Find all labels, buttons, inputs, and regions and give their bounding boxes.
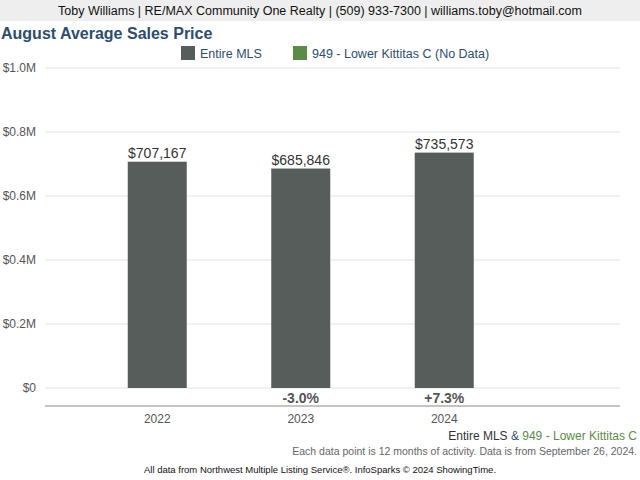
bar bbox=[271, 169, 330, 388]
y-tick-label: $1.0M bbox=[3, 61, 36, 75]
title: August Average Sales Price bbox=[1, 25, 212, 42]
change-label: -3.0% bbox=[282, 390, 319, 406]
data-label: $735,573 bbox=[415, 136, 474, 152]
bars bbox=[128, 153, 474, 388]
page: {"chart_data": { "type": "bar", "header"… bbox=[0, 0, 640, 480]
labels: $707,167 $685,846 $735,573 -3.0% +7.3% bbox=[128, 136, 474, 406]
y-tick-label: $0 bbox=[23, 381, 37, 395]
x-tick-label: 2022 bbox=[144, 412, 171, 426]
footer-legend-part: & bbox=[508, 429, 519, 443]
y-tick-label: $0.4M bbox=[3, 253, 36, 267]
footer-legend-part: Entire MLS bbox=[448, 429, 507, 443]
chart: Toby Williams | RE/MAX Community One Rea… bbox=[0, 0, 640, 480]
footer-legend: Entire MLS & 949 - Lower Kittitas C bbox=[448, 429, 637, 443]
legend-swatch bbox=[181, 46, 195, 60]
x-tick-label: 2023 bbox=[287, 412, 314, 426]
grid-line bbox=[45, 132, 620, 133]
x-tick-label: 2024 bbox=[431, 412, 458, 426]
change-label: +7.3% bbox=[424, 390, 465, 406]
bar bbox=[415, 153, 474, 388]
legend-swatch bbox=[293, 46, 307, 60]
x-axis bbox=[45, 406, 620, 407]
note: Each data point is 12 months of activity… bbox=[292, 445, 637, 457]
legend: Entire MLS 949 - Lower Kittitas C (No Dat… bbox=[181, 46, 489, 61]
y-tick-label: $0.8M bbox=[3, 125, 36, 139]
y-tick-label: $0.2M bbox=[3, 317, 36, 331]
legend-label: 949 - Lower Kittitas C (No Data) bbox=[312, 47, 489, 61]
data-label: $685,846 bbox=[272, 152, 331, 168]
header: Toby Williams | RE/MAX Community One Rea… bbox=[58, 4, 582, 18]
bar bbox=[128, 162, 187, 388]
header-bg bbox=[0, 0, 640, 21]
grid-line bbox=[45, 68, 620, 69]
y-tick-label: $0.6M bbox=[3, 189, 36, 203]
legend-label: Entire MLS bbox=[200, 47, 262, 61]
source: All data from Northwest Multiple Listing… bbox=[144, 464, 496, 475]
footer-legend-part: 949 - Lower Kittitas C bbox=[519, 429, 637, 443]
data-label: $707,167 bbox=[128, 145, 187, 161]
